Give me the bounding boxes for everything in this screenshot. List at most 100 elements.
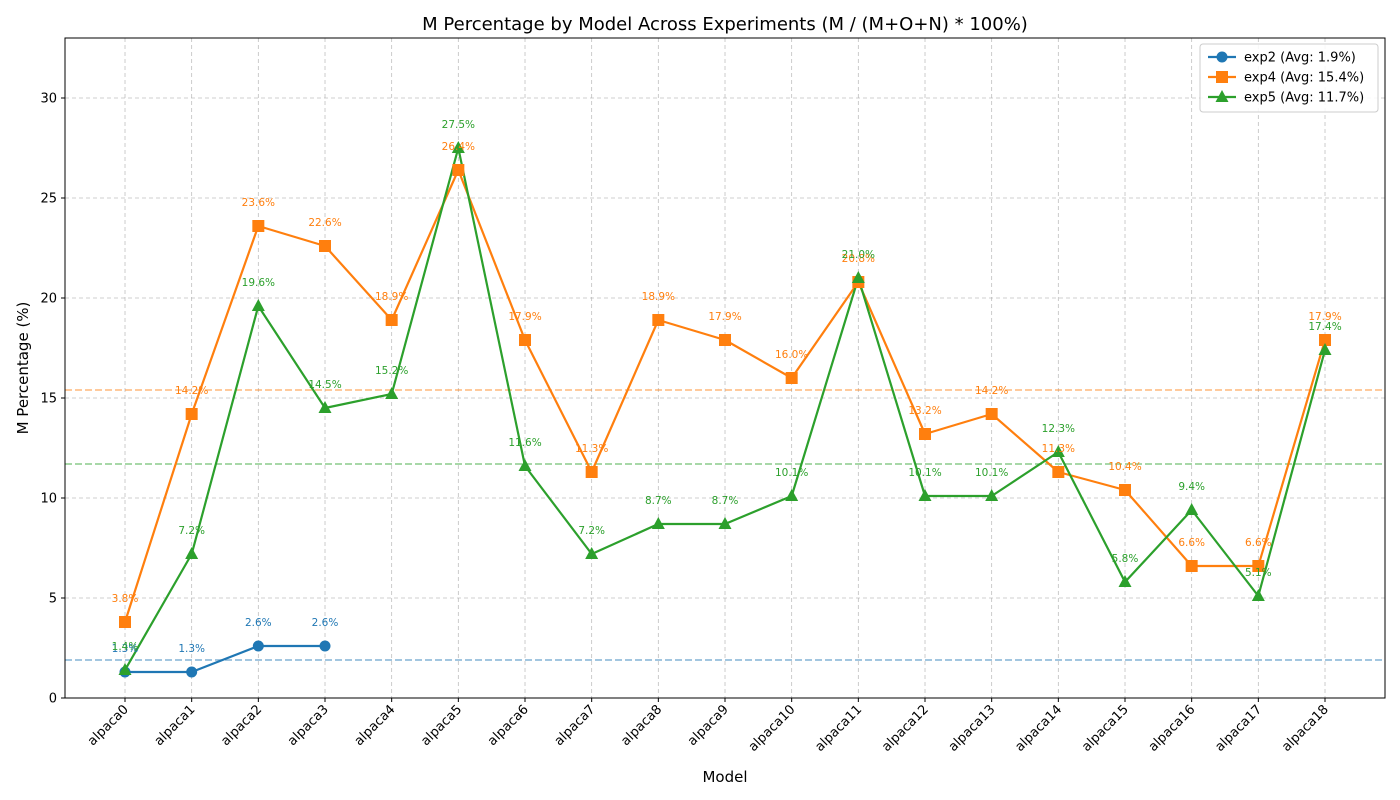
data-label: 21.0% (842, 249, 875, 261)
data-label: 1.4% (112, 641, 139, 653)
data-point-triangle (851, 271, 865, 283)
data-label: 13.2% (908, 405, 941, 417)
data-label: 5.8% (1112, 553, 1139, 565)
data-label: 26.4% (442, 141, 475, 153)
data-labels: 1.3% 1.3% 2.6% 2.6% 3.8% 14.2% 23.6% 22.6% 18.9%… (112, 119, 1342, 655)
data-point-triangle (185, 547, 199, 559)
data-label: 22.6% (308, 217, 341, 229)
data-label: 7.2% (178, 525, 205, 537)
data-point-triangle (785, 489, 799, 501)
data-point-square (252, 220, 265, 232)
chart-title: M Percentage by Model Across Experiments… (422, 14, 1028, 35)
y-tick-label: 0 (49, 692, 57, 707)
average-lines (65, 389, 1385, 661)
data-point-square (119, 616, 131, 628)
data-label: 8.7% (645, 495, 672, 507)
data-point-triangle (1251, 589, 1265, 601)
data-label: 9.4% (1178, 481, 1205, 493)
data-point-circle (1216, 51, 1228, 63)
data-point-square (1185, 560, 1198, 572)
legend-box (1199, 43, 1379, 113)
data-label: 17.4% (1308, 321, 1341, 333)
data-point-triangle (1318, 343, 1332, 355)
data-point-triangle (385, 387, 399, 399)
data-label: 1.3% (112, 643, 139, 655)
data-label: 2.6% (312, 617, 339, 629)
grid (65, 38, 1385, 699)
y-axis-label: M Percentage (%) (14, 302, 32, 435)
data-point-triangle (718, 517, 732, 529)
data-label: 17.9% (1308, 311, 1341, 323)
data-point-circle (319, 640, 331, 652)
data-label: 18.9% (642, 291, 675, 303)
data-point-square (919, 428, 931, 440)
data-point-triangle (1185, 503, 1199, 515)
data-point-triangle (651, 517, 665, 529)
data-label: 7.2% (578, 525, 605, 537)
data-point-circle (252, 640, 264, 652)
data-point-square (1319, 334, 1331, 346)
data-point-square (385, 314, 398, 326)
data-point-square (1119, 484, 1131, 496)
data-label: 15.2% (375, 365, 408, 377)
legend-entry-1: exp4 (Avg: 15.4%) (1244, 71, 1364, 86)
data-label: 10.1% (975, 467, 1008, 479)
y-tick-label: 5 (49, 592, 57, 607)
data-point-triangle (918, 489, 932, 501)
data-label: 10.1% (908, 467, 941, 479)
data-point-square (519, 334, 531, 346)
y-axis-ticks: 0 5 10 15 20 25 30 (40, 92, 65, 707)
y-tick-label: 10 (40, 492, 57, 507)
data-label: 11.3% (575, 443, 608, 455)
data-point-square (985, 408, 998, 420)
x-axis-label: Model (702, 768, 747, 786)
data-label: 6.6% (1245, 537, 1272, 549)
data-point-triangle (985, 489, 999, 501)
data-point-square (452, 164, 465, 176)
data-point-square (652, 314, 665, 326)
legend-entry-2: exp5 (Avg: 11.7%) (1244, 91, 1364, 106)
data-label: 8.7% (712, 495, 739, 507)
data-label: 3.8% (112, 593, 139, 605)
data-label: 14.2% (175, 385, 208, 397)
data-label: 10.4% (1108, 461, 1141, 473)
data-point-triangle (585, 547, 599, 559)
data-point-square (719, 334, 731, 346)
data-label: 11.6% (508, 437, 541, 449)
data-label: 27.5% (442, 119, 475, 131)
series-markers (118, 141, 1332, 678)
y-tick-label: 30 (40, 92, 57, 107)
data-point-square (785, 372, 798, 384)
data-label: 14.2% (975, 385, 1008, 397)
data-point-circle (186, 666, 198, 678)
data-point-triangle (251, 299, 265, 311)
data-label: 19.6% (242, 277, 275, 289)
data-label: 14.5% (308, 379, 341, 391)
series-line-0 (125, 644, 325, 674)
data-label: 20.8% (842, 253, 875, 265)
data-point-square (1252, 560, 1265, 572)
y-tick-label: 20 (40, 292, 57, 307)
data-label: 18.9% (375, 291, 408, 303)
data-point-square (319, 240, 331, 252)
data-point-triangle (1215, 90, 1229, 102)
data-label: 16.0% (775, 349, 808, 361)
data-point-square (1216, 71, 1228, 83)
data-point-square (585, 466, 598, 478)
data-point-square (185, 408, 198, 420)
data-point-triangle (318, 401, 332, 413)
data-label: 6.6% (1178, 537, 1205, 549)
data-point-triangle (451, 141, 465, 153)
legend: exp2 (Avg: 1.9%) exp4 (Avg: 15.4%) exp5 (A… (1199, 43, 1379, 113)
data-point-triangle (1051, 445, 1065, 457)
data-point-triangle (518, 459, 532, 471)
data-label: 17.9% (508, 311, 541, 323)
data-label: 10.1% (775, 467, 808, 479)
data-label: 12.3% (1042, 423, 1075, 435)
y-tick-label: 25 (40, 192, 57, 207)
data-point-triangle (1118, 575, 1132, 587)
data-point-square (1052, 466, 1065, 478)
legend-entry-0: exp2 (Avg: 1.9%) (1244, 51, 1356, 66)
